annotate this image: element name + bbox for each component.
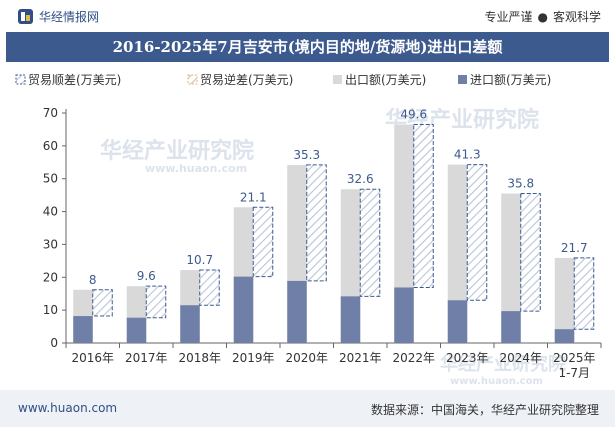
x-tick-label: 2019年 [232, 351, 275, 365]
legend-swatch-surplus [15, 74, 26, 85]
legend-swatch-export [333, 75, 342, 84]
top-bar: 华经情报网 专业严谨 ● 客观科学 [0, 0, 615, 32]
data-label: 49.6 [400, 108, 427, 122]
website-link[interactable]: www.huaon.com [18, 401, 118, 415]
import-bar[interactable] [447, 300, 468, 343]
x-tick-label: 2017年 [125, 351, 168, 365]
surplus-bar[interactable] [413, 124, 434, 288]
chart: 华经产业研究院 华经产业研究院 华经产业研究院 www.huaon.com ww… [15, 72, 602, 387]
tagline: 专业严谨 ● 客观科学 [484, 8, 601, 25]
tagline-2: 客观科学 [552, 10, 601, 24]
y-tick-label: 10 [43, 303, 58, 317]
brand-name: 华经情报网 [39, 10, 100, 24]
x-tick-label: 2016年 [71, 351, 114, 365]
export-bar[interactable] [447, 164, 468, 343]
export-bar[interactable] [501, 193, 521, 344]
y-tick-label: 20 [43, 270, 58, 284]
surplus-bar[interactable] [92, 289, 113, 317]
x-tick-label: 2022年 [392, 351, 435, 365]
import-bar[interactable] [73, 316, 93, 343]
surplus-bar[interactable] [520, 193, 541, 312]
import-bar[interactable] [501, 311, 521, 343]
footer: www.huaon.com 数据来源：中国海关，华经产业研究院整理 [0, 390, 615, 427]
x-tick-label: 2024年 [499, 351, 542, 365]
watermark-text: 华经产业研究院 [100, 138, 254, 164]
x-tick-label: 2018年 [178, 351, 221, 365]
chart-title: 2016-2025年7月吉安市(境内目的地/货源地)进出口差额 [6, 32, 609, 62]
tagline-separator: ● [537, 9, 548, 24]
watermark-layer: 华经产业研究院 华经产业研究院 华经产业研究院 www.huaon.com ww… [100, 107, 566, 387]
surplus-bar[interactable] [199, 269, 220, 306]
data-label: 8 [89, 273, 97, 287]
data-label: 21.1 [240, 190, 267, 204]
data-label: 35.8 [507, 177, 534, 191]
y-tick-label: 70 [43, 106, 58, 120]
surplus-bar[interactable] [573, 257, 595, 330]
data-label: 41.3 [454, 148, 481, 162]
import-bar[interactable] [554, 329, 575, 343]
surplus-bar[interactable] [145, 285, 167, 319]
y-tick-label: 0 [50, 336, 58, 350]
y-tick-label: 60 [43, 139, 58, 153]
brand[interactable]: 华经情报网 [18, 8, 99, 25]
import-bar[interactable] [340, 296, 361, 343]
x-tick-label: 2025年 [553, 351, 596, 365]
import-bar[interactable] [394, 287, 414, 343]
y-tick-label: 50 [43, 172, 58, 186]
surplus-bar[interactable] [306, 164, 327, 282]
data-label: 21.7 [561, 241, 588, 255]
legend-label: 出口额(万美元) [345, 73, 426, 87]
legend-swatch-import [458, 75, 467, 84]
y-tick-label: 30 [43, 237, 58, 251]
export-bar[interactable] [554, 257, 575, 343]
surplus-bar[interactable] [466, 164, 488, 301]
watermark-url: www.huaon.com [450, 376, 543, 387]
surplus-bar[interactable] [252, 206, 274, 278]
import-bar[interactable] [126, 317, 147, 343]
legend-label: 进口额(万美元) [470, 73, 551, 87]
surplus-bar[interactable] [359, 188, 381, 297]
legend-label: 贸易顺差(万美元) [28, 73, 121, 87]
legend: 贸易顺差(万美元) 贸易逆差(万美元) 出口额(万美元) 进口额(万美元) [15, 72, 551, 87]
data-label: 9.6 [137, 269, 156, 283]
x-tick-label: 2021年 [339, 351, 382, 365]
axes: 0 10 20 30 40 50 60 70 2016年 2017年 2018年 2019年 2020年… [43, 106, 602, 380]
import-bar[interactable] [287, 280, 307, 343]
watermark-url: www.huaon.com [145, 162, 247, 175]
data-source: 数据来源：中国海关，华经产业研究院整理 [370, 403, 599, 417]
legend-swatch-deficit [187, 74, 198, 85]
data-labels: 8 9.6 10.7 21.1 35.3 32.6 49.6 41.3 35.8 21.7 [89, 108, 588, 287]
x-tick-label: 2023年 [446, 351, 489, 365]
logo-icon [18, 9, 33, 24]
x-tick-label: 2020年 [285, 351, 328, 365]
y-tick-label: 40 [43, 205, 58, 219]
import-bar[interactable] [180, 305, 200, 343]
legend-label: 贸易逆差(万美元) [200, 72, 293, 87]
tagline-1: 专业严谨 [484, 10, 533, 24]
x-tick-label: 1-7月 [558, 366, 590, 380]
watermark-text: 华经产业研究院 [440, 353, 566, 375]
bars [73, 124, 595, 344]
data-label: 10.7 [186, 253, 213, 267]
import-bar[interactable] [233, 276, 254, 343]
data-label: 32.6 [347, 172, 374, 186]
data-label: 35.3 [293, 148, 320, 162]
